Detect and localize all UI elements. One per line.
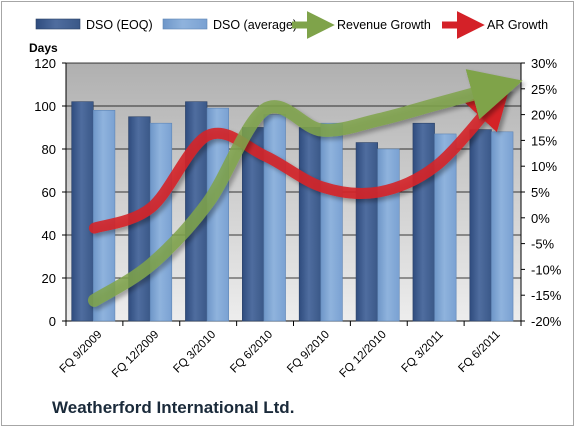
bar-dso-average: [149, 122, 173, 322]
x-tick-label: FQ 6/2010: [228, 329, 275, 376]
y2-tick-label: 5%: [531, 185, 550, 200]
bar-dso-average: [263, 114, 286, 322]
legend-label-ar-growth: AR Growth: [487, 18, 548, 32]
y-tick-label: 40: [42, 228, 56, 243]
y2-tick-label: 0%: [531, 211, 550, 226]
y2-tick-label: 20%: [531, 108, 557, 123]
y-tick-label: 60: [42, 185, 56, 200]
bar-dso-eoq: [71, 101, 94, 322]
y-tick-label: 20: [42, 271, 56, 286]
y2-tick-label: 30%: [531, 56, 557, 71]
y2-tick-label: -15%: [531, 288, 562, 303]
bar-dso-eoq: [298, 127, 322, 322]
line-ar-growth: [88, 84, 511, 234]
x-tick-label: FQ 3/2010: [171, 329, 218, 376]
y2-tick-label: -10%: [531, 262, 562, 277]
x-tick-label: FQ 9/2010: [285, 329, 332, 376]
x-tick-label: FQ 12/2010: [338, 329, 389, 380]
y2-tick-label: 25%: [531, 82, 557, 97]
y-tick-label: 0: [49, 314, 56, 329]
y2-tick-label: 15%: [531, 133, 557, 148]
x-tick-label: FQ 12/2009: [110, 329, 161, 380]
bar-dso-average: [377, 148, 400, 322]
y2-tick-label: 10%: [531, 159, 557, 174]
y-tick-label: 100: [34, 99, 56, 114]
bar-dso-eoq: [412, 122, 435, 322]
bar-dso-average: [320, 122, 343, 322]
legend-label-dso-eoq: DSO (EOQ): [86, 18, 153, 32]
x-tick-label: FQ 9/2009: [58, 329, 105, 376]
y-tick-label: 80: [42, 142, 56, 157]
line-revenue-growth: [87, 69, 523, 307]
legend-swatch-dso-eoq: [35, 18, 81, 30]
bar-dso-average: [434, 133, 457, 322]
x-tick-label: FQ 6/2011: [456, 329, 502, 375]
legend-label-dso-average: DSO (average): [213, 18, 297, 32]
bar-dso-eoq: [469, 129, 492, 322]
bar-dso-average: [491, 131, 514, 322]
bar-dso-eoq: [355, 142, 378, 322]
legend-swatch-dso-average: [162, 18, 208, 30]
y2-tick-label: -20%: [531, 314, 562, 329]
legend-label-revenue-growth: Revenue Growth: [337, 18, 431, 32]
x-tick-label: FQ 3/2011: [399, 329, 445, 375]
company-title: Weatherford International Ltd.: [52, 398, 295, 417]
bar-dso-average: [93, 110, 116, 322]
y2-tick-label: -5%: [531, 237, 555, 252]
y-tick-label: 120: [34, 56, 56, 71]
y-axis-title: Days: [29, 41, 58, 55]
